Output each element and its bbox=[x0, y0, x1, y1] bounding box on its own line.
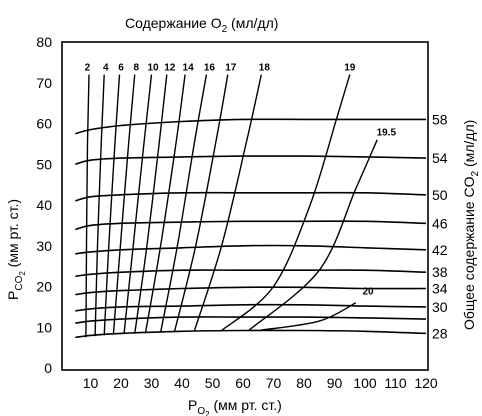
y-tick-label-70: 70 bbox=[36, 75, 52, 91]
co2-curve-28 bbox=[75, 329, 427, 339]
x-tick-label-60: 60 bbox=[235, 375, 251, 391]
y-axis-ticks: 0 10 20 30 40 50 60 70 80 bbox=[36, 34, 52, 376]
o2-curve-6 bbox=[103, 74, 121, 336]
o2-label-17: 17 bbox=[225, 63, 237, 74]
o2-curve-8 bbox=[112, 74, 136, 335]
o2-curve-16 bbox=[159, 74, 208, 333]
o2-label-12: 12 bbox=[164, 63, 176, 74]
co2-label-30: 30 bbox=[432, 299, 448, 315]
co2-curve-30 bbox=[75, 303, 427, 312]
y-tick-label-40: 40 bbox=[36, 197, 52, 213]
y-tick-label-0: 0 bbox=[44, 360, 52, 376]
co2-label-50: 50 bbox=[432, 187, 448, 203]
co2-curve-50 bbox=[75, 191, 427, 202]
o2-label-16: 16 bbox=[204, 63, 216, 74]
y-tick-label-10: 10 bbox=[36, 319, 52, 335]
o2-label-19.5: 19.5 bbox=[377, 128, 397, 139]
co2-label-42: 42 bbox=[432, 242, 448, 258]
o2-curve-14 bbox=[144, 74, 186, 334]
co2-curve-34 bbox=[75, 286, 427, 296]
x-tick-label-110: 110 bbox=[384, 375, 407, 391]
co2-curve-46 bbox=[75, 220, 427, 231]
co2-curve-38 bbox=[75, 269, 427, 278]
x-axis-ticks: 10 20 30 40 50 60 70 80 90 100 110 120 bbox=[83, 375, 438, 391]
o2-curve-12 bbox=[134, 74, 168, 334]
y-tick-label-30: 30 bbox=[36, 238, 52, 254]
o2-curve-19.5 bbox=[248, 139, 378, 331]
o2-curve-17 bbox=[173, 74, 229, 333]
o2-label-19: 19 bbox=[344, 63, 356, 74]
co2-curve-unlabeled-8 bbox=[75, 316, 427, 324]
o2-label-20: 20 bbox=[362, 287, 374, 298]
o2-label-2: 2 bbox=[85, 63, 91, 74]
o2-label-8: 8 bbox=[133, 63, 139, 74]
x-tick-label-80: 80 bbox=[296, 375, 312, 391]
o2-curve-19 bbox=[221, 74, 351, 332]
o2-label-4: 4 bbox=[103, 63, 109, 74]
o2-curve-18 bbox=[193, 74, 262, 332]
plot-frame bbox=[61, 41, 429, 371]
o2-curve-10 bbox=[123, 74, 153, 335]
x-tick-label-100: 100 bbox=[353, 375, 377, 391]
co2-curve-58 bbox=[75, 118, 426, 135]
o2-label-18: 18 bbox=[259, 63, 271, 74]
co2-label-58: 58 bbox=[432, 111, 448, 127]
x-tick-label-90: 90 bbox=[327, 375, 343, 391]
y-tick-label-20: 20 bbox=[36, 279, 52, 295]
right-axis-title: Общее содержание CO2 (мл/дл) bbox=[461, 120, 481, 330]
co2-label-28: 28 bbox=[432, 325, 448, 341]
o2-label-14: 14 bbox=[183, 63, 195, 74]
y-axis-title: PCO2 (мм рт. ст.) bbox=[5, 199, 27, 300]
y-tick-label-50: 50 bbox=[36, 156, 52, 172]
x-tick-label-20: 20 bbox=[113, 375, 129, 391]
co2-curve-42 bbox=[75, 244, 427, 255]
o2-curve-2 bbox=[85, 74, 90, 338]
co2-label-34: 34 bbox=[432, 281, 448, 297]
y-tick-label-80: 80 bbox=[36, 34, 52, 50]
o2-label-6: 6 bbox=[118, 63, 124, 74]
y-tick-label-60: 60 bbox=[36, 116, 52, 132]
chart-title: Содержание O2 (мл/дл) bbox=[125, 15, 278, 35]
o2-isopleths bbox=[85, 74, 378, 338]
x-tick-label-30: 30 bbox=[144, 375, 160, 391]
o2-curve-4 bbox=[94, 74, 105, 337]
co2-label-38: 38 bbox=[432, 264, 448, 280]
o2-label-10: 10 bbox=[147, 63, 159, 74]
x-tick-label-70: 70 bbox=[266, 375, 282, 391]
x-tick-label-10: 10 bbox=[83, 375, 99, 391]
co2-isopleths bbox=[75, 118, 427, 339]
x-tick-label-50: 50 bbox=[205, 375, 221, 391]
x-tick-label-120: 120 bbox=[414, 375, 438, 391]
x-tick-label-40: 40 bbox=[174, 375, 190, 391]
co2-label-46: 46 bbox=[432, 215, 448, 231]
o2-curve-20 bbox=[261, 302, 357, 331]
x-axis-title: PO2 (мм рт. ст.) bbox=[188, 397, 282, 416]
co2-label-54: 54 bbox=[432, 150, 448, 166]
